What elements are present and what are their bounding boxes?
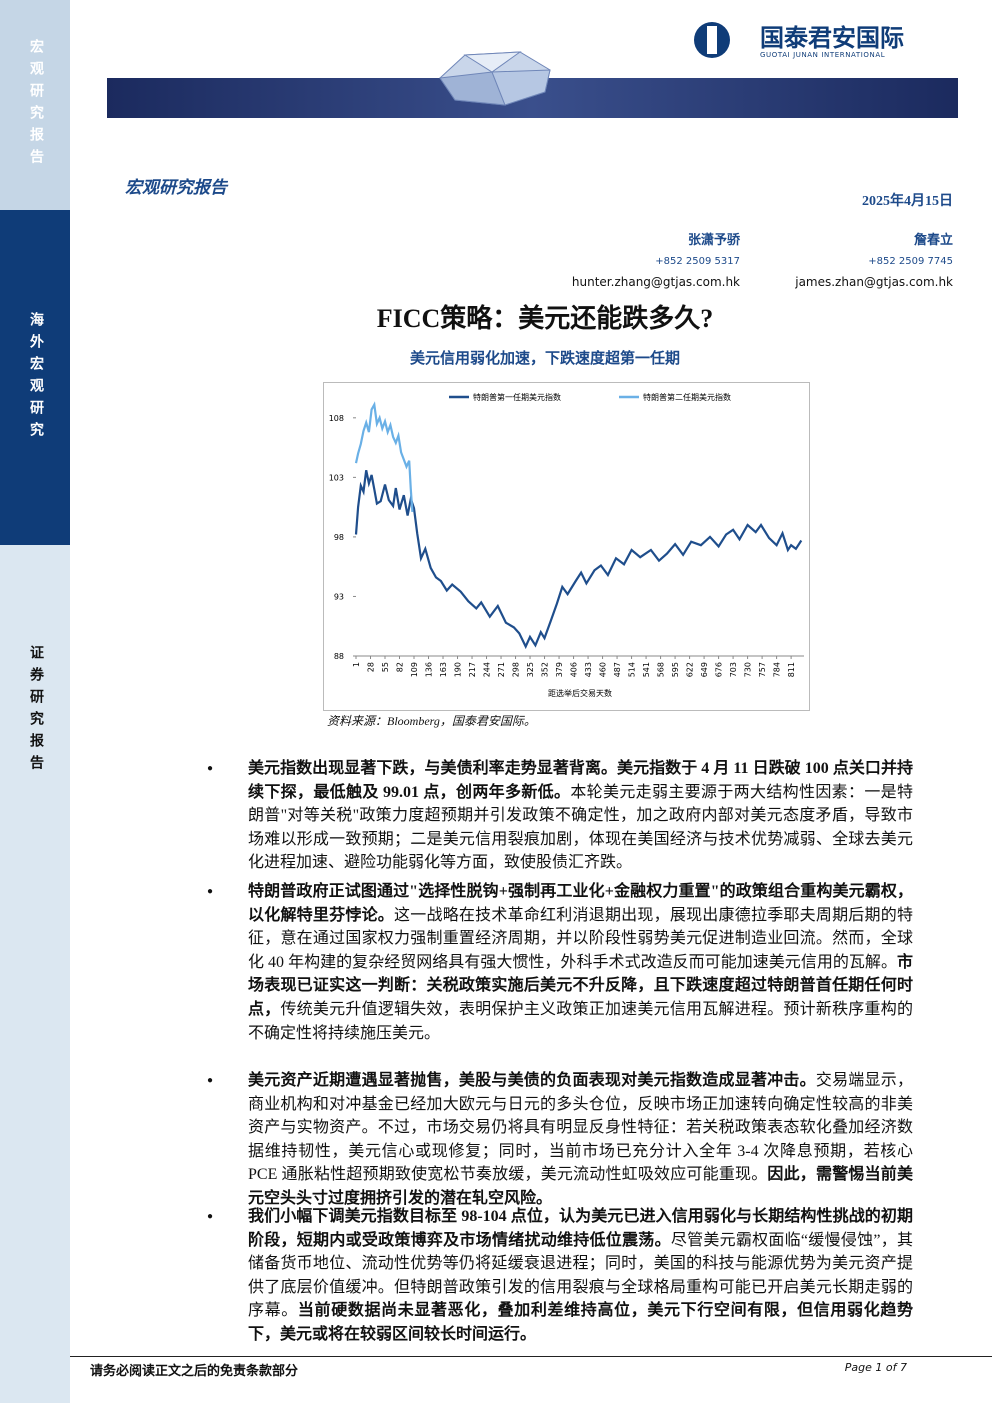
chart-source: 资料来源：Bloomberg，国泰君安国际。 xyxy=(327,714,536,728)
bullet-dot: ● xyxy=(207,1211,214,1222)
x-tick-label: 487 xyxy=(613,662,622,677)
x-tick-label: 433 xyxy=(584,662,593,677)
x-tick-label: 271 xyxy=(497,662,506,677)
sidebar-block: 宏观研究报告 xyxy=(0,0,70,210)
x-tick-label: 28 xyxy=(367,662,376,672)
bullet-text: 美元指数出现显著下跌，与美债利率走势显著背离。美元指数于 4 月 11 日跌破 … xyxy=(248,757,913,875)
sidebar-label: 证券研究报告 xyxy=(28,645,43,777)
x-tick-label: 568 xyxy=(657,662,666,677)
x-tick-label: 1 xyxy=(352,662,361,667)
text-segment: 市场表现已证实这一判断：关税政策实施后美元不升反降，且下跌速度超过特朗普首任期任… xyxy=(248,953,913,1018)
footer-page: Page 1 of 7 xyxy=(844,1361,907,1374)
x-tick-label: 757 xyxy=(758,662,767,677)
x-tick-label: 244 xyxy=(483,662,492,677)
text-segment: 尽管美元霸权面临“缓慢侵蚀”，其储备货币地位、流动性优势等仍将延缓衰退进程；同时… xyxy=(248,1231,913,1320)
text-segment: 交易端显示，商业机构和对冲基金已经加大欧元与日元的多头仓位，反映市场正加速转向确… xyxy=(248,1072,913,1184)
legend-label: 特朗普第一任期美元指数 xyxy=(473,392,561,402)
bullet-dot: ● xyxy=(207,763,214,774)
text-segment: 传统美元升值逻辑失效，表明保护主义政策正加速美元信用瓦解进程。预计新秩序重构的不… xyxy=(248,1000,913,1042)
x-tick-label: 298 xyxy=(512,662,521,677)
x-tick-label: 676 xyxy=(715,662,724,677)
footer-rule xyxy=(70,1356,992,1357)
text-segment: 当前硬数据尚未显著恶化，叠加利差维持高位，美元下行空间有限，但信用弱化趋势下，美… xyxy=(248,1302,913,1343)
bullet-text: 我们小幅下调美元指数目标至 98-104 点位，认为美元已进入信用弱化与长期结构… xyxy=(248,1205,913,1347)
x-tick-label: 514 xyxy=(628,662,637,677)
author-email: hunter.zhang@gtjas.com.hk xyxy=(571,275,740,289)
bullet-text: 美元资产近期遭遇显著抛售，美股与美债的负面表现对美元指数造成显著冲击。交易端显示… xyxy=(248,1069,913,1211)
text-segment: 特朗普政府正试图通过"选择性脱钩+强制再工业化+金融权力重置"的政策组合重构美元… xyxy=(248,883,913,924)
x-tick-label: 352 xyxy=(541,662,550,677)
text-segment: 因此，需警惕当前美元空头头寸过度拥挤引发的潜在轧空风险。 xyxy=(248,1166,913,1207)
x-tick-label: 649 xyxy=(700,662,709,677)
x-tick-label: 325 xyxy=(526,662,535,677)
logo-subtext: GUOTAI JUNAN INTERNATIONAL xyxy=(760,51,885,59)
bullet-dot: ● xyxy=(207,1075,214,1086)
x-tick-label: 82 xyxy=(396,662,405,672)
bullet-dot: ● xyxy=(207,886,214,897)
y-tick-label: 93 xyxy=(334,592,344,601)
x-tick-label: 217 xyxy=(468,662,477,677)
y-tick-label: 108 xyxy=(329,414,344,423)
x-tick-label: 811 xyxy=(787,662,796,677)
sidebar-block: 海外宏观研究 xyxy=(0,210,70,545)
x-tick-label: 703 xyxy=(729,662,738,677)
x-tick-label: 460 xyxy=(599,662,608,677)
text-segment: 这一战略在技术革命红利消退期出现，展现出康德拉季耶夫周期后期的特征，意在通过国家… xyxy=(248,906,913,971)
sidebar-label: 海外宏观研究 xyxy=(28,311,43,444)
x-tick-label: 136 xyxy=(425,662,434,677)
author: 张潇予骄 +852 2509 5317 hunter.zhang@gtjas.c… xyxy=(572,230,740,293)
logo-text: 国泰君安国际 xyxy=(760,24,904,52)
title: FICC策略：美元还能跌多久? xyxy=(376,304,714,333)
bullet: ● 我们小幅下调美元指数目标至 98-104 点位，认为美元已进入信用弱化与长期结… xyxy=(207,1205,913,1347)
chart: 88 93 98 103 108 1 28 55 82 109 136 163 190 217 244 271… xyxy=(323,382,810,711)
x-axis-title: 距选举后交易天数 xyxy=(548,688,612,698)
subtitle: 美元信用弱化加速，下跌速度超第一任期 xyxy=(409,351,680,367)
header-graphics: 国泰君安国际 GUOTAI JUNAN INTERNATIONAL xyxy=(107,22,958,118)
x-tick-label: 622 xyxy=(686,662,695,677)
diamond xyxy=(439,51,551,106)
x-tick-label: 190 xyxy=(454,662,463,677)
author-name: 张潇予骄 xyxy=(687,233,740,248)
y-tick-label: 88 xyxy=(334,652,344,661)
author-name: 詹春立 xyxy=(913,233,953,248)
text-segment: 美元指数出现显著下跌，与美债利率走势显著背离。美元指数于 4 月 11 日跌破 … xyxy=(248,760,913,801)
bullet: ● 美元指数出现显著下跌，与美债利率走势显著背离。美元指数于 4 月 11 日跌破… xyxy=(207,757,913,875)
x-tick-label: 595 xyxy=(671,662,680,677)
report-type: 宏观研究报告 xyxy=(125,178,227,197)
x-tick-label: 406 xyxy=(570,662,579,677)
line-series xyxy=(354,401,414,512)
report-date: 2025年4月15日 xyxy=(862,194,953,209)
x-tick-label: 784 xyxy=(773,662,782,677)
x-tick-label: 163 xyxy=(439,662,448,677)
x-tick-label: 730 xyxy=(744,662,753,677)
bullet: ● 美元资产近期遭遇显著抛售，美股与美债的负面表现对美元指数造成显著冲击。交易端显… xyxy=(207,1069,913,1211)
line-series xyxy=(354,469,803,650)
author-phone: +852 2509 5317 xyxy=(655,256,740,267)
x-tick-label: 379 xyxy=(555,662,564,677)
y-tick-label: 98 xyxy=(334,533,344,542)
sidebar-label: 宏观研究报告 xyxy=(28,39,43,171)
logo-mark xyxy=(694,22,730,58)
y-tick-label: 103 xyxy=(329,473,344,482)
author-email: james.zhan@gtjas.com.hk xyxy=(795,275,953,289)
text-segment: 我们小幅下调美元指数目标至 98-104 点位，认为美元已进入信用弱化与长期结构… xyxy=(248,1208,913,1249)
bullet: ● 特朗普政府正试图通过"选择性脱钩+强制再工业化+金融权力重置"的政策组合重构美… xyxy=(207,880,913,1045)
x-tick-label: 109 xyxy=(410,662,419,677)
sidebar-block: 证券研究报告 xyxy=(0,545,70,1403)
x-tick-label: 55 xyxy=(381,662,390,672)
x-tick-label: 541 xyxy=(642,662,651,677)
text-segment: 本轮美元走弱主要源于两大结构性因素：一是特朗普"对等关税"政策力度超预期并引发政… xyxy=(248,783,913,872)
author: 詹春立 +852 2509 7745 james.zhan@gtjas.com.… xyxy=(795,230,953,293)
bullet-text: 特朗普政府正试图通过"选择性脱钩+强制再工业化+金融权力重置"的政策组合重构美元… xyxy=(248,880,913,1045)
author-phone: +852 2509 7745 xyxy=(868,256,953,267)
text-segment: 美元资产近期遭遇显著抛售，美股与美债的负面表现对美元指数造成显著冲击。 xyxy=(248,1072,816,1089)
footer-disclaimer: 请务必阅读正文之后的免责条款部分 xyxy=(90,1363,299,1378)
legend-label: 特朗普第二任期美元指数 xyxy=(643,392,731,402)
